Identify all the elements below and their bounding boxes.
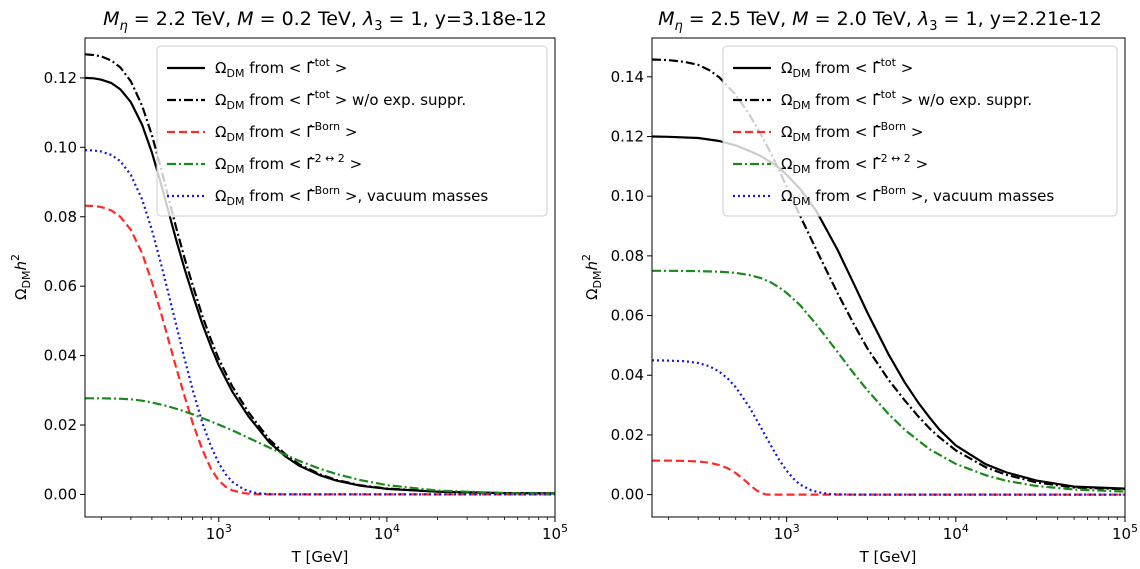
x-tick-label: 103 [774, 522, 800, 543]
x-tick-label: 104 [374, 522, 400, 543]
legend: ΩDM from < Γ̂tot > ΩDM from < Γ̂tot > w/o… [722, 45, 1118, 217]
legend: ΩDM from < Γ̂tot > ΩDM from < Γ̂tot > w/o… [156, 45, 548, 217]
y-tick-label: 0.04 [44, 347, 77, 365]
y-tick-label: 0.04 [611, 366, 644, 384]
legend-label: ΩDM from < Γ̂2 ↔ 2 > [215, 152, 362, 176]
y-tick-label: 0.14 [611, 68, 644, 86]
series-line-2 [652, 459, 1125, 496]
series-line-3 [652, 269, 1125, 493]
y-tick-label: 0.12 [44, 69, 77, 87]
chart-panel-right: Mη = 2.5 TeV, M = 2.0 TeV, λ3 = 1, y=2.2… [580, 8, 1138, 566]
x-tick-label: 104 [943, 522, 969, 543]
chart-title: Mη = 2.5 TeV, M = 2.0 TeV, λ3 = 1, y=2.2… [658, 8, 1102, 34]
y-tick-label: 0.10 [611, 187, 644, 205]
axis-ticks: 0.00 0.02 0.04 0.06 0.08 0.10 0.12 0.14 103 104 10… [611, 68, 1138, 543]
y-axis-label: ΩDMh2 [580, 254, 604, 300]
series-line-2 [85, 204, 555, 496]
series-line-3 [85, 397, 555, 495]
legend-box [722, 45, 1118, 217]
y-tick-label: 0.08 [44, 208, 77, 226]
chart-title: Mη = 2.2 TeV, M = 0.2 TeV, λ3 = 1, y=3.1… [103, 8, 547, 34]
legend-label: ΩDM from < Γ̂tot > [215, 56, 347, 80]
y-tick-label: 0.06 [44, 277, 77, 295]
y-tick-label: 0.00 [44, 485, 77, 503]
y-tick-label: 0.02 [611, 426, 644, 444]
legend-label: ΩDM from < Γ̂tot > w/o exp. suppr. [781, 88, 1032, 112]
series-line-1 [85, 53, 555, 495]
y-tick-label: 0.10 [44, 138, 77, 156]
y-tick-label: 0.12 [611, 127, 644, 145]
x-tick-label: 105 [1112, 522, 1138, 543]
y-tick-label: 0.08 [611, 247, 644, 265]
chart-panel-left: Mη = 2.2 TeV, M = 0.2 TeV, λ3 = 1, y=3.1… [9, 8, 568, 566]
series-line-4 [652, 359, 1125, 496]
legend-label: ΩDM from < Γ̂Born >, vacuum masses [781, 184, 1054, 208]
x-axis-label: T [GeV] [291, 548, 349, 566]
legend-label: ΩDM from < Γ̂Born > [215, 120, 358, 144]
y-axis-label: ΩDMh2 [9, 254, 33, 300]
legend-box [156, 45, 548, 217]
y-tick-label: 0.00 [611, 486, 644, 504]
series-layer [85, 53, 555, 496]
legend-label: ΩDM from < Γ̂Born > [781, 120, 924, 144]
legend-label: ΩDM from < Γ̂Born >, vacuum masses [215, 184, 488, 208]
axis-ticks: 0.00 0.02 0.04 0.06 0.08 0.10 0.12 103 104 105 [44, 69, 568, 543]
series-line-4 [85, 149, 555, 496]
legend-label: ΩDM from < Γ̂tot > [781, 56, 913, 80]
x-tick-label: 105 [542, 522, 568, 543]
legend-label: ΩDM from < Γ̂2 ↔ 2 > [781, 152, 928, 176]
x-axis-label: T [GeV] [859, 548, 917, 566]
series-line-1 [652, 58, 1125, 491]
y-tick-label: 0.02 [44, 416, 77, 434]
x-tick-label: 103 [206, 522, 232, 543]
y-tick-label: 0.06 [611, 307, 644, 325]
legend-label: ΩDM from < Γ̂tot > w/o exp. suppr. [215, 88, 466, 112]
